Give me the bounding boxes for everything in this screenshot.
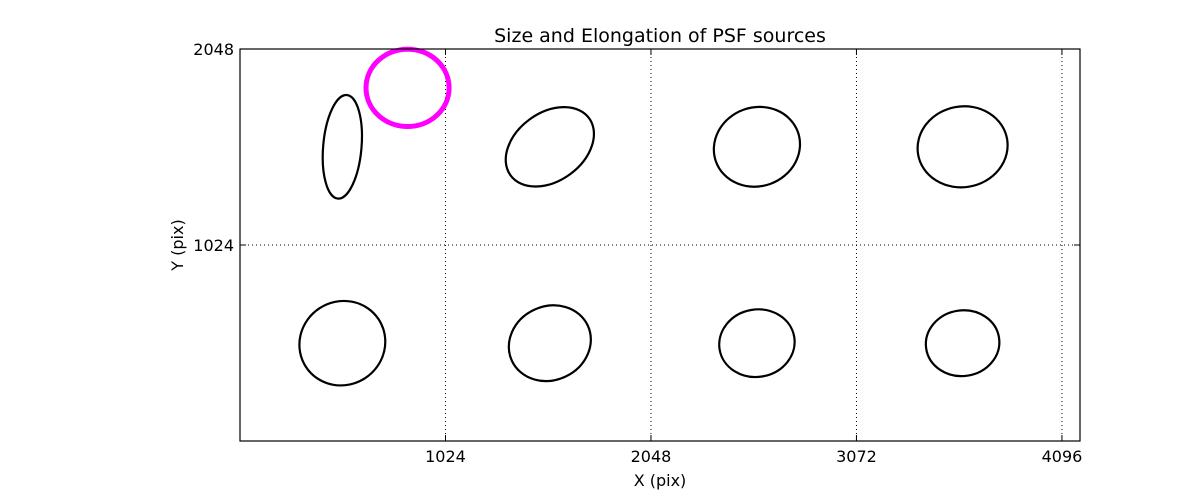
psf-ellipse [916, 105, 1009, 189]
x-tick-label: 1024 [425, 447, 466, 466]
axis-ticks [240, 48, 1080, 441]
psf-ellipse [504, 106, 596, 188]
x-tick-label: 2048 [631, 447, 672, 466]
psf-ellipse [507, 304, 592, 383]
psf-ellipse [712, 105, 802, 188]
x-tick-label: 3072 [836, 447, 877, 466]
psf-ellipse [321, 93, 364, 200]
psf-ellipse [924, 309, 1001, 378]
tick-labels: 1024 2048 3072 4096 1024 2048 [193, 40, 1082, 466]
x-tick-label: 4096 [1042, 447, 1083, 466]
psf-ellipse [718, 308, 796, 379]
psf-ellipses [298, 46, 1009, 387]
chart-title: Size and Elongation of PSF sources [494, 25, 826, 47]
psf-ellipse [298, 299, 387, 387]
y-tick-label: 2048 [193, 40, 234, 59]
y-axis-label: Y (pix) [168, 219, 187, 271]
x-axis-label: X (pix) [634, 471, 687, 490]
y-tick-label: 1024 [193, 236, 234, 255]
highlighted-psf-ellipse [363, 46, 452, 130]
